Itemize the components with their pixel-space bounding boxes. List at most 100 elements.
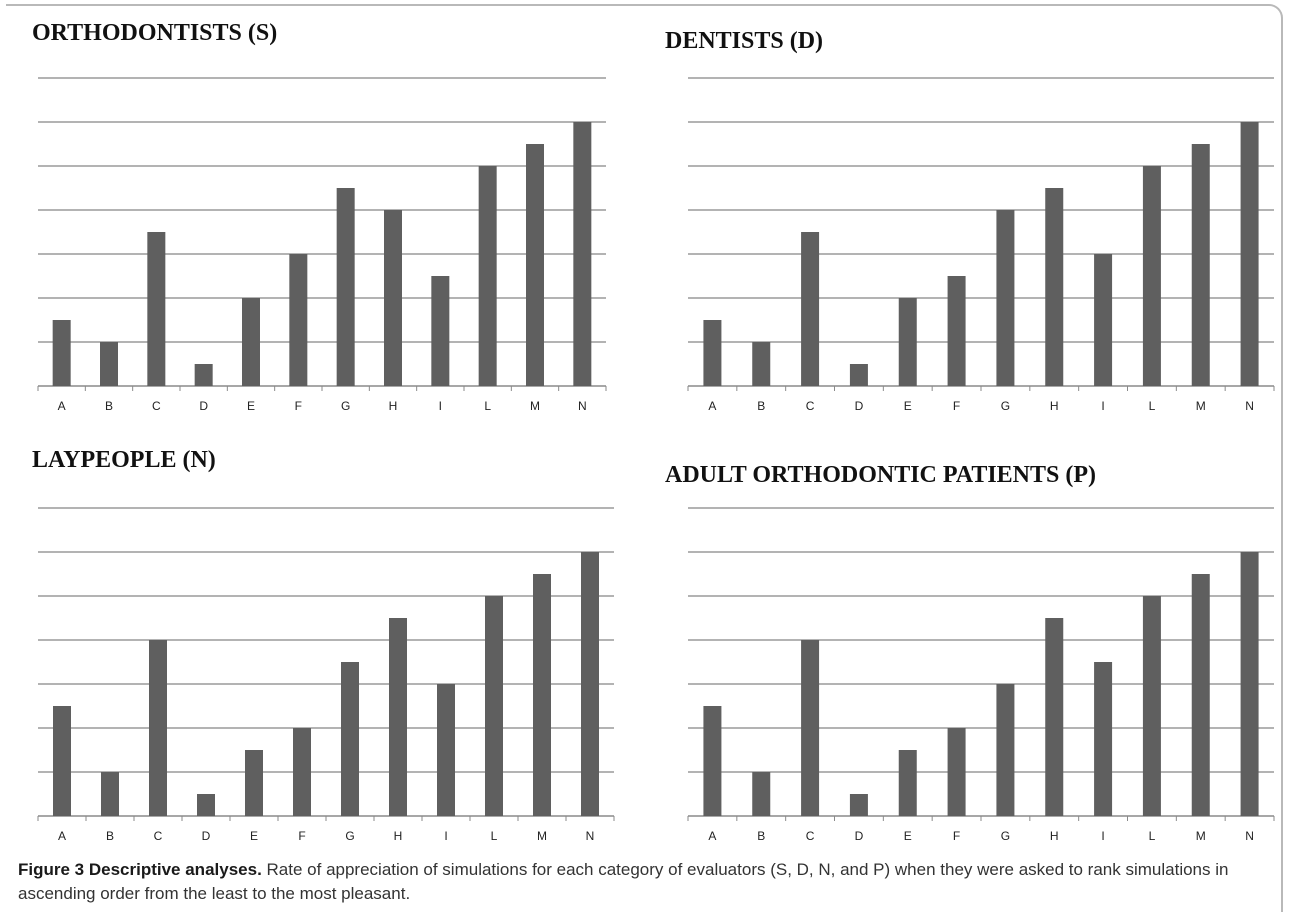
x-tick-label: N [1245,829,1254,843]
x-tick-label: D [855,829,864,843]
bar-c [801,232,820,386]
bar-d [194,364,213,386]
x-tick-label: B [105,399,113,413]
x-tick-label: M [530,399,540,413]
bar-b [752,772,771,816]
x-tick-label: L [491,829,498,843]
x-tick-label: A [708,829,716,843]
bar-f [947,276,966,386]
x-tick-label: L [1149,829,1156,843]
x-tick-label: L [484,399,491,413]
bar-e [898,750,917,816]
bar-d [849,364,868,386]
bar-m [526,144,544,386]
caption-text: Rate of appreciation of simulations for … [18,860,1229,903]
x-tick-label: F [298,829,305,843]
x-tick-label: C [806,829,815,843]
bar-a [703,320,722,386]
bar-e [245,750,263,816]
x-tick-label: N [578,399,587,413]
x-tick-label: C [154,829,163,843]
bar-g [341,662,359,816]
x-tick-label: M [1196,829,1206,843]
bar-b [752,342,771,386]
bar-f [289,254,308,386]
x-tick-label: B [106,829,114,843]
x-tick-label: B [757,829,765,843]
x-tick-label: D [855,399,864,413]
x-tick-label: E [250,829,258,843]
x-tick-label: N [586,829,595,843]
x-tick-label: F [295,399,302,413]
x-tick-label: B [757,399,765,413]
x-tick-label: I [1101,399,1104,413]
bar-c [147,232,166,386]
bar-a [703,706,722,816]
x-tick-label: L [1149,399,1156,413]
figure-frame [6,4,1283,912]
bar-d [197,794,215,816]
x-tick-label: A [58,399,66,413]
x-tick-label: F [953,829,960,843]
bar-g [996,210,1015,386]
bar-a [52,320,71,386]
bar-a [53,706,71,816]
x-tick-label: G [1001,829,1010,843]
x-tick-label: C [806,399,815,413]
bar-h [384,210,402,386]
x-tick-label: H [394,829,403,843]
bar-c [801,640,820,816]
chart-title: ADULT ORTHODONTIC PATIENTS (P) [665,462,1097,488]
bar-h [389,618,407,816]
bar-l [485,596,503,816]
bar-n [573,122,592,386]
x-tick-label: A [58,829,66,843]
x-tick-label: G [341,399,350,413]
x-tick-label: H [1050,399,1059,413]
x-tick-label: C [152,399,161,413]
caption-label: Figure 3 Descriptive analyses. [18,860,262,879]
x-tick-label: D [202,829,211,843]
x-tick-label: D [199,399,208,413]
x-tick-label: G [1001,399,1010,413]
bar-n [1240,552,1259,816]
x-tick-label: H [389,399,398,413]
bar-g [996,684,1015,816]
x-tick-label: I [444,829,447,843]
bar-m [533,574,551,816]
bar-n [1240,122,1259,386]
x-tick-label: E [247,399,255,413]
bar-l [1142,596,1161,816]
bar-l [1142,166,1161,386]
figure-caption: Figure 3 Descriptive analyses. Rate of a… [18,858,1280,906]
bar-b [100,342,118,386]
x-tick-label: G [345,829,354,843]
bar-i [437,684,455,816]
bar-f [293,728,311,816]
bar-e [898,298,917,386]
bar-n [581,552,599,816]
x-tick-label: M [1196,399,1206,413]
bar-c [149,640,167,816]
bar-m [1191,574,1210,816]
bar-l [478,166,497,386]
x-tick-label: I [1101,829,1104,843]
bar-h [1045,188,1064,386]
chart-title: LAYPEOPLE (N) [32,447,216,473]
bar-g [336,188,355,386]
chart-title: DENTISTS (D) [665,28,824,54]
x-tick-label: N [1245,399,1254,413]
x-tick-label: E [904,399,912,413]
bar-d [849,794,868,816]
bar-i [1094,254,1113,386]
x-tick-label: E [904,829,912,843]
x-tick-label: M [537,829,547,843]
bar-h [1045,618,1064,816]
bar-b [101,772,119,816]
bar-m [1191,144,1210,386]
bar-i [431,276,450,386]
